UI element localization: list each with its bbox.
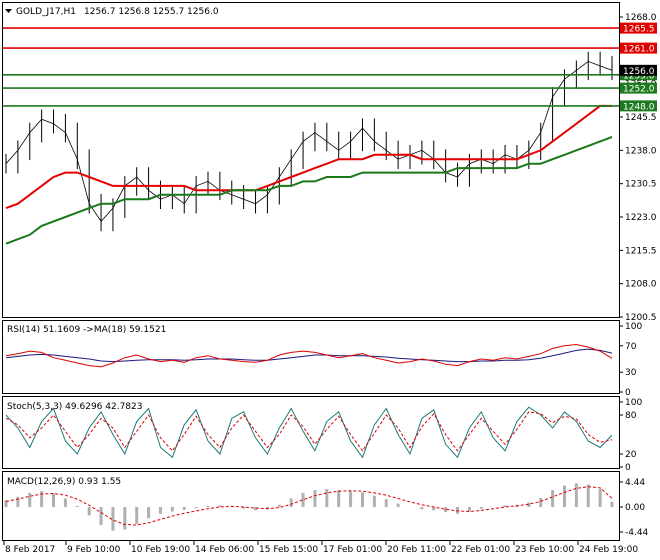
moving-average-red (5, 104, 612, 210)
time-label: 9 Feb 10:00 (67, 545, 121, 555)
price-pane[interactable] (2, 2, 620, 318)
level-tag-label: 1255.0 (623, 71, 655, 81)
level-tag (620, 100, 657, 112)
price-tick-label: 1245.5 (625, 113, 657, 123)
macd-pane[interactable] (2, 471, 620, 541)
level-tag (620, 22, 657, 34)
price-tick-label: 1200.5 (625, 313, 657, 323)
time-label: 14 Feb 06:00 (195, 545, 254, 555)
rsi-axis-label: 70 (625, 342, 637, 352)
stoch-axis-label: 20 (625, 450, 637, 460)
time-label: 23 Feb 10:00 (515, 545, 574, 555)
price-tick-label: 1238.0 (625, 146, 657, 156)
price-tick-label: 1223.0 (625, 213, 657, 223)
rsi-axis-label: 100 (625, 322, 642, 332)
level-tag-label: 1261.0 (623, 45, 655, 55)
stoch-d-line (5, 411, 613, 452)
time-label: 22 Feb 01:00 (451, 545, 510, 555)
level-tag-label: 1252.0 (623, 85, 655, 95)
stoch-pane[interactable] (2, 396, 620, 469)
macd-axis-label: 4.44 (625, 478, 645, 488)
ohlc-readout: 1256.7 1256.8 1255.7 1256.0 (84, 7, 219, 17)
level-tag-label: 1265.5 (623, 25, 655, 35)
time-label: 15 Feb 15:00 (259, 545, 318, 555)
level-tag (620, 42, 657, 54)
macd-title: MACD(12,26,9) 0.93 1.55 (7, 477, 121, 487)
rsi-ma-line (5, 348, 613, 363)
time-label: 24 Feb 19:00 (579, 545, 638, 555)
moving-average-green (5, 136, 613, 245)
level-tag (620, 82, 657, 94)
price-tick-label: 1230.5 (625, 180, 657, 190)
rsi-axis-label: 0 (625, 388, 631, 398)
stoch-axis-label: 0 (625, 463, 631, 473)
stoch-title: Stoch(5,3,3) 49.6296 42.7823 (7, 402, 142, 412)
stoch-axis-label: 80 (625, 411, 637, 421)
level-tag-label: 1248.0 (623, 102, 655, 112)
stoch-axis-label: 100 (625, 398, 642, 408)
time-label: 17 Feb 01:00 (323, 545, 382, 555)
close-line (5, 60, 613, 223)
macd-signal-line (5, 486, 613, 526)
time-label: 8 Feb 2017 (5, 545, 55, 555)
macd-axis-label: 0.00 (625, 503, 645, 513)
rsi-line (5, 343, 613, 368)
rsi-pane[interactable] (2, 320, 620, 394)
price-tick-label: 1268.0 (625, 13, 657, 23)
current-price-label: 1256.0 (623, 67, 655, 77)
time-label: 20 Feb 11:00 (387, 545, 446, 555)
time-label: 10 Feb 19:00 (131, 545, 190, 555)
triangle-down-icon[interactable] (5, 9, 12, 13)
rsi-title: RSI(14) 51.1609 ->MA(18) 59.1521 (7, 325, 166, 335)
rsi-axis-label: 30 (625, 368, 637, 378)
macd-axis-label: -4.44 (625, 528, 649, 538)
current-price-tag (620, 64, 657, 76)
symbol-label: GOLD_J17,H1 (16, 7, 76, 17)
price-tick-label: 1215.5 (625, 246, 657, 256)
price-tick-label: 1208.0 (625, 280, 657, 290)
